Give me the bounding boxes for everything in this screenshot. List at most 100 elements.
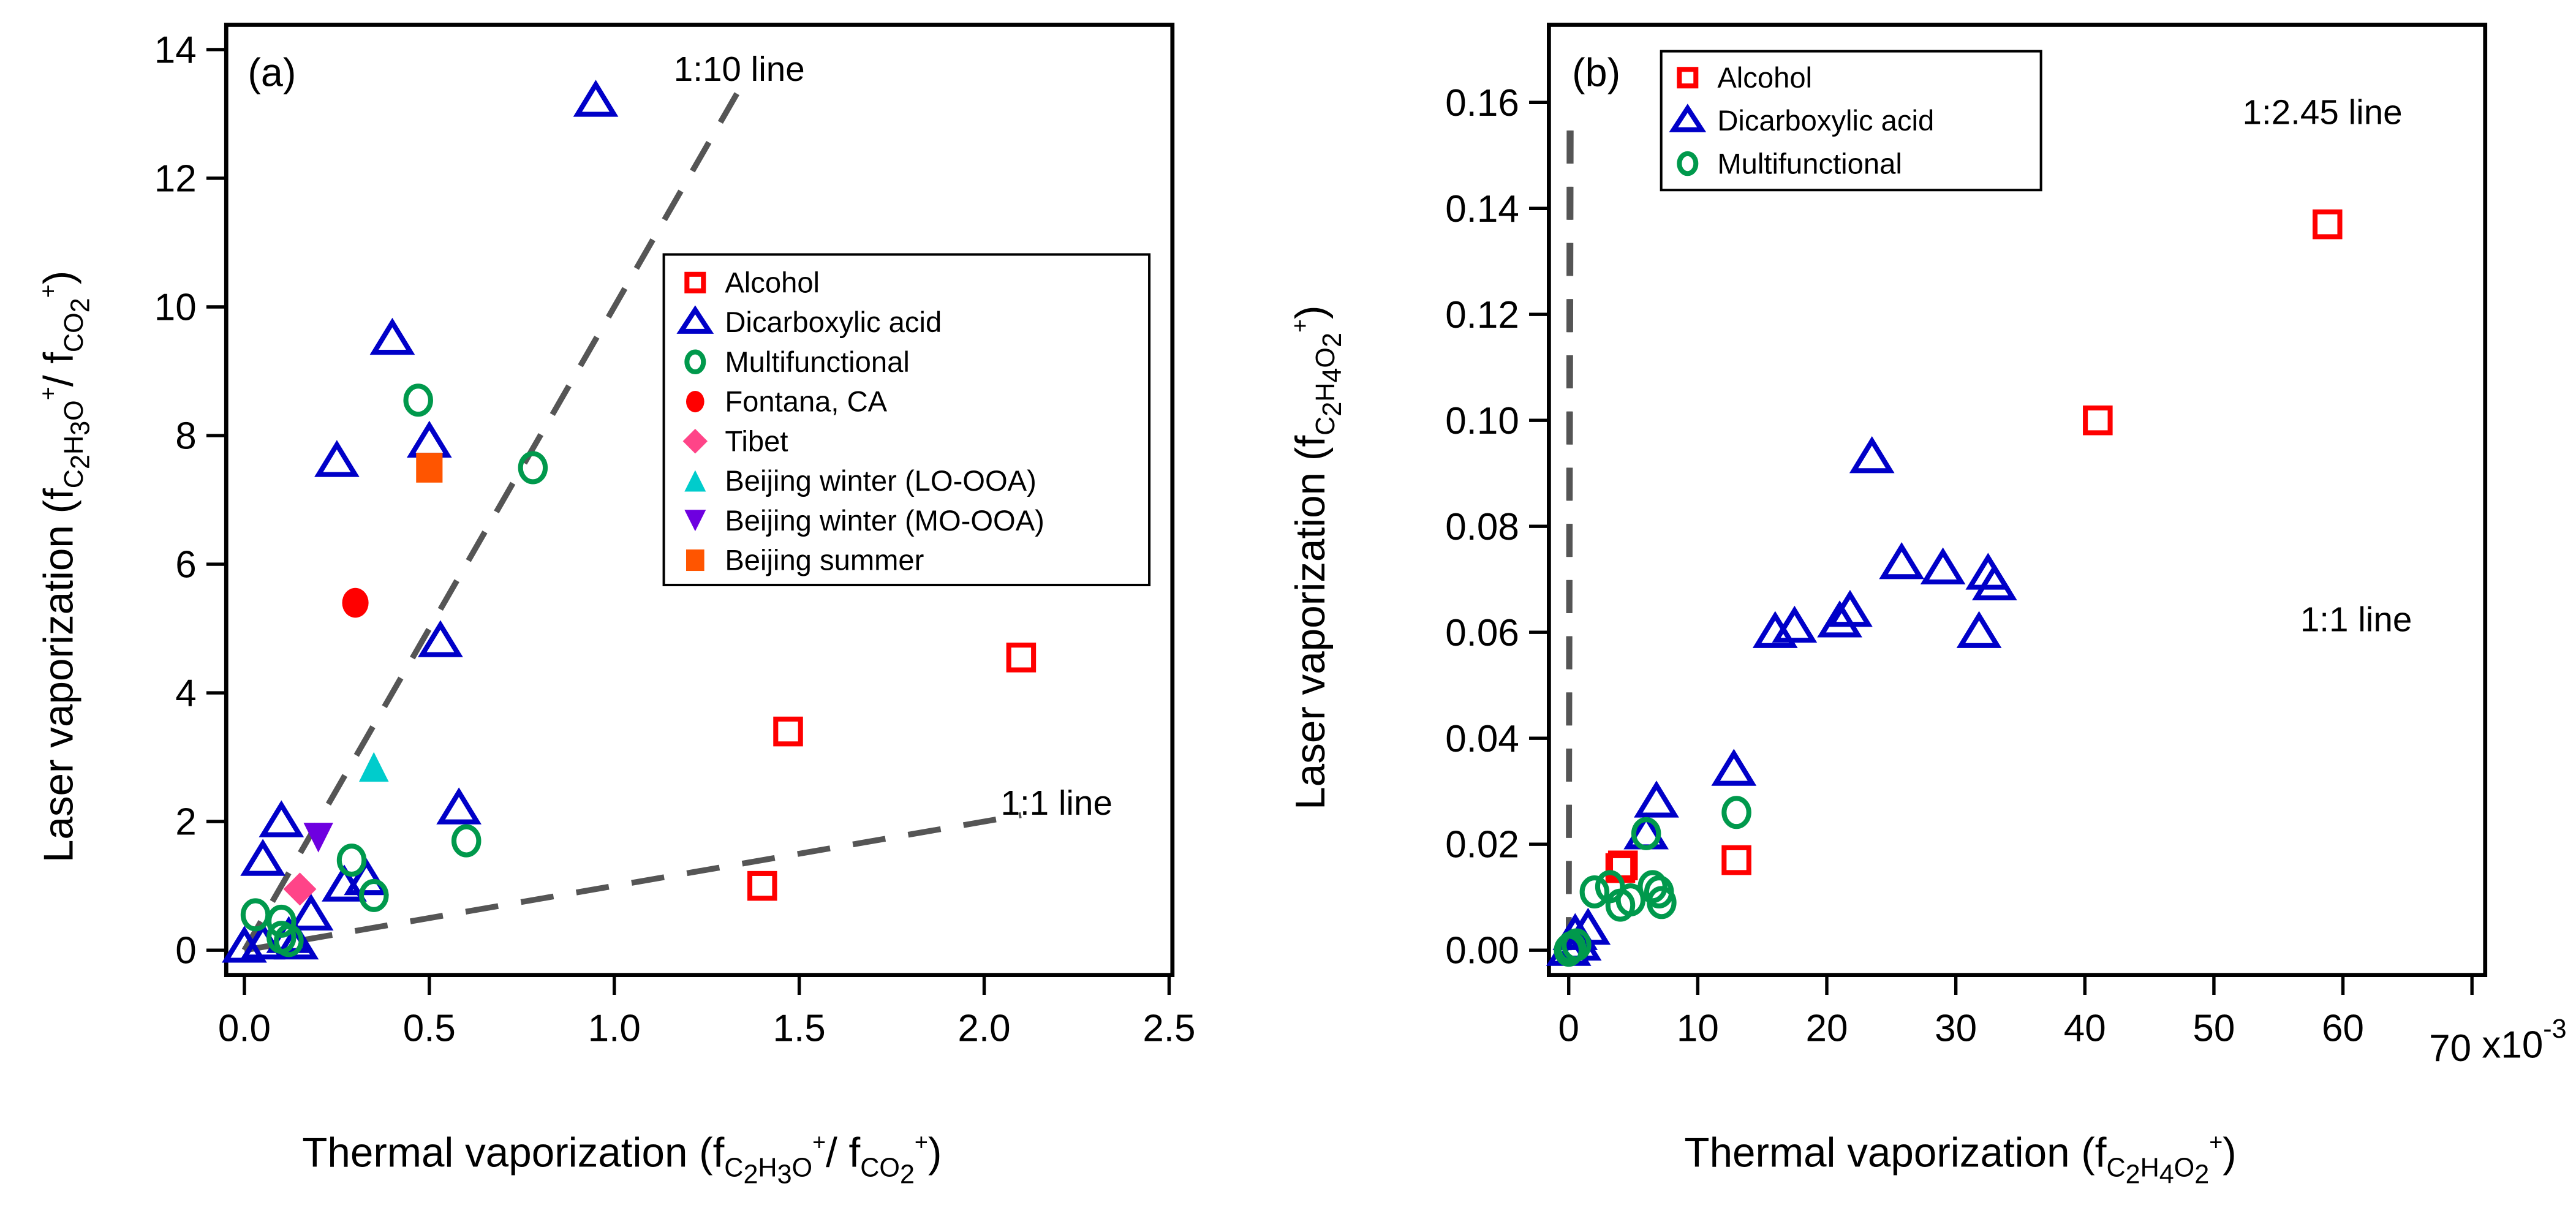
data-point-alcohol <box>1006 643 1037 673</box>
panel-label-a: (a) <box>247 50 296 94</box>
data-point-dicarboxylic-acid <box>1817 600 1862 638</box>
series-fontana-ca <box>342 587 369 618</box>
y-tick-label: 0.16 <box>1445 82 1519 124</box>
data-point-multifunctional <box>240 898 271 932</box>
data-point-dicarboxylic-acid <box>1920 547 1966 585</box>
data-point-dicarboxylic-acid <box>1711 749 1757 786</box>
plot-frame-b <box>1547 23 2488 977</box>
legend-item-alcohol: Alcohol <box>684 266 820 299</box>
y-tick-label: 0.04 <box>1445 718 1519 760</box>
data-point-dicarboxylic-acid <box>418 620 463 657</box>
panel-a: 0 2 4 6 8 10 12 14 0.0 0.5 1.0 1.5 2.0 2.5 (a) 1:10 l… <box>36 23 1196 1190</box>
data-point-multifunctional <box>336 844 367 877</box>
data-point-alcohol <box>2313 209 2343 240</box>
legend-b: Alcohol Dicarboxylic acid Multifunctional <box>1660 50 2042 192</box>
series-alcohol <box>1605 209 2343 883</box>
legend-item-tibet: Tibet <box>682 425 788 458</box>
y-axis-title-a: Laser vaporization (fC2H3O+/ fCO2+) <box>36 271 96 863</box>
x-tick-label: 50 <box>2193 1008 2235 1050</box>
ref-line-label-1to1-b: 1:1 line <box>2300 600 2412 638</box>
y-tick-label: 0 <box>175 930 196 972</box>
series-alcohol <box>747 643 1037 901</box>
data-point-dicarboxylic-acid <box>1827 589 1873 627</box>
legend-label: Alcohol <box>1717 62 1812 94</box>
legend-box-a <box>662 253 1151 586</box>
data-point-multifunctional <box>1562 928 1592 962</box>
legend-label: Beijing winter (LO-OOA) <box>725 465 1037 497</box>
x-tick-label: 0.5 <box>403 1008 456 1050</box>
data-point-multifunctional <box>518 451 548 485</box>
data-point-multifunctional <box>1721 796 1751 829</box>
y-axis-title-b: Laser vaporization (fC2H4O2+) <box>1287 305 1347 809</box>
y-tick-label: 14 <box>154 29 197 71</box>
data-point-fontana-ca <box>342 587 369 618</box>
ref-line-label-1to1-a: 1:1 line <box>1000 783 1112 822</box>
legend-item-dicarboxylic-acid: Dicarboxylic acid <box>1669 104 1934 137</box>
reference-line-1-1-line <box>1566 111 1574 951</box>
y-tick-label: 12 <box>154 158 197 200</box>
data-point-dicarboxylic-acid <box>1956 611 2002 648</box>
data-point-alcohol <box>747 870 777 901</box>
x-tick-label: 20 <box>1806 1008 1848 1050</box>
legend-a: Alcohol Dicarboxylic acid Multifunctional F… <box>662 253 1151 586</box>
data-point-dicarboxylic-acid <box>573 80 619 117</box>
x-tick-label: 0.0 <box>218 1008 271 1050</box>
data-point-beijing-summer <box>416 453 443 483</box>
reference-line-1-1-line <box>244 812 1022 953</box>
series-multifunctional <box>1554 796 1751 967</box>
x-tick-label: 30 <box>1935 1008 1977 1050</box>
series-tibet <box>283 872 317 906</box>
legend-label: Tibet <box>725 425 788 458</box>
x-axis-title-a: Thermal vaporization (fC2H3O+/ fCO2+) <box>302 1130 942 1190</box>
x-tick-label: 1.5 <box>773 1008 826 1050</box>
legend-label: Alcohol <box>725 266 820 299</box>
x-tick-label: 0 <box>1558 1008 1579 1050</box>
legend-label: Multifunctional <box>1717 148 1902 180</box>
data-point-alcohol <box>1721 845 1751 875</box>
data-point-dicarboxylic-acid <box>240 839 285 876</box>
data-point-alcohol <box>2083 405 2113 436</box>
legend-marker-alcohol <box>684 271 706 293</box>
y-tick-label: 0.12 <box>1445 294 1519 336</box>
data-point-dicarboxylic-acid <box>1971 563 2017 600</box>
legend-label: Beijing summer <box>725 545 924 577</box>
legend-label: Dicarboxylic acid <box>1717 105 1934 137</box>
data-point-dicarboxylic-acid <box>1849 436 1895 474</box>
data-point-multifunctional <box>1647 886 1677 919</box>
y-tick-label: 2 <box>175 801 196 844</box>
series-dicarboxylic-acid <box>1546 436 2017 966</box>
legend-marker-dicarboxylic-acid <box>676 305 714 334</box>
data-point-dicarboxylic-acid <box>273 922 319 960</box>
legend-label: Dicarboxylic acid <box>725 306 942 339</box>
legend-box-b <box>1660 50 2042 192</box>
legend-item-fontana-ca: Fontana, CA <box>686 386 888 418</box>
legend-marker-tibet <box>682 429 708 454</box>
data-point-dicarboxylic-acid <box>288 893 334 931</box>
legend-item-alcohol: Alcohol <box>1677 62 1812 94</box>
data-point-dicarboxylic-acid <box>259 800 304 837</box>
data-point-beijing-winter-mo-ooa <box>303 823 333 853</box>
series-beijing-winter-lo-ooa <box>359 752 389 782</box>
x-tick-label: 40 <box>2064 1008 2106 1050</box>
reference-lines-b <box>1566 111 1574 951</box>
y-tick-label: 10 <box>154 287 197 329</box>
y-tick-label: 6 <box>175 544 196 586</box>
data-point-dicarboxylic-acid <box>436 787 482 825</box>
data-point-dicarboxylic-acid <box>1634 780 1679 818</box>
x-tick-label: 70 <box>2429 1027 2471 1070</box>
data-point-multifunctional <box>359 878 389 912</box>
y-tick-label: 0.00 <box>1445 930 1519 972</box>
data-point-dicarboxylic-acid <box>369 317 415 355</box>
data-point-dicarboxylic-acid <box>1879 542 1925 579</box>
y-tick-label: 0.10 <box>1445 400 1519 442</box>
data-point-alcohol <box>1607 850 1638 881</box>
legend-marker-beijing-winter-lo-ooa <box>684 470 706 492</box>
legend-marker-multifunctional <box>1677 151 1699 176</box>
x-tick-label: 1.0 <box>588 1008 641 1050</box>
data-point-alcohol <box>773 716 803 747</box>
y-tick-label: 0.08 <box>1445 506 1519 548</box>
reference-lines-a <box>241 80 1022 953</box>
y-tick-label: 4 <box>175 673 196 715</box>
legend-item-multifunctional: Multifunctional <box>684 346 910 379</box>
